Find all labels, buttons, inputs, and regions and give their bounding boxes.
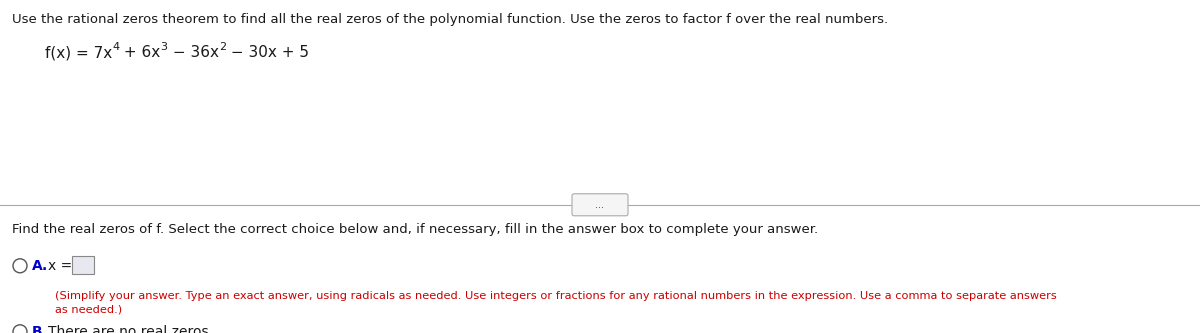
Text: ...: ... bbox=[595, 200, 605, 210]
FancyBboxPatch shape bbox=[572, 194, 628, 216]
Text: + 6x: + 6x bbox=[119, 45, 161, 60]
Text: 4: 4 bbox=[113, 42, 119, 52]
Text: Find the real zeros of f. Select the correct choice below and, if necessary, fil: Find the real zeros of f. Select the cor… bbox=[12, 223, 818, 236]
Text: 2: 2 bbox=[218, 42, 226, 52]
Text: B.: B. bbox=[32, 325, 48, 333]
Text: 3: 3 bbox=[161, 42, 168, 52]
Text: − 30x + 5: − 30x + 5 bbox=[226, 45, 308, 60]
FancyBboxPatch shape bbox=[72, 256, 94, 274]
Text: f(x) = 7x: f(x) = 7x bbox=[46, 45, 113, 60]
Text: x =: x = bbox=[48, 259, 72, 273]
Text: A.: A. bbox=[32, 259, 48, 273]
Text: − 36x: − 36x bbox=[168, 45, 218, 60]
Text: There are no real zeros.: There are no real zeros. bbox=[48, 325, 214, 333]
Text: Use the rational zeros theorem to find all the real zeros of the polynomial func: Use the rational zeros theorem to find a… bbox=[12, 13, 888, 26]
Text: as needed.): as needed.) bbox=[55, 305, 122, 315]
Text: (Simplify your answer. Type an exact answer, using radicals as needed. Use integ: (Simplify your answer. Type an exact ans… bbox=[55, 291, 1057, 301]
